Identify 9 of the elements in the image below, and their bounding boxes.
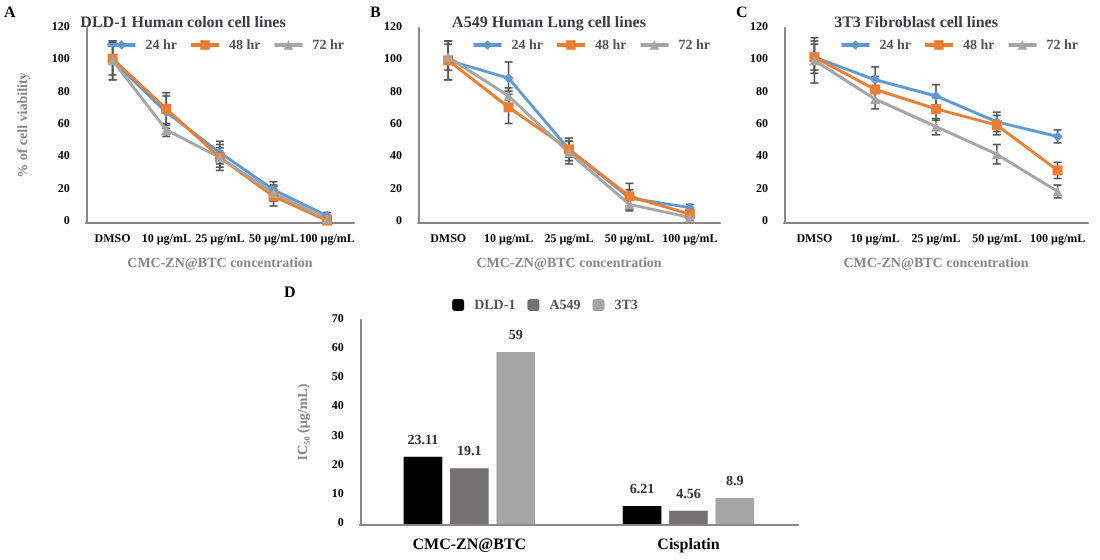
x-tick-label: CMC-ZN@BTC bbox=[412, 535, 527, 553]
text: D bbox=[284, 283, 296, 301]
text: A bbox=[4, 3, 16, 21]
chart-title: 3T3 Fibroblast cell lines bbox=[834, 13, 998, 31]
chart-title: A549 Human Lung cell lines bbox=[452, 13, 646, 31]
x-tick-label: Cisplatin bbox=[657, 535, 721, 553]
chart-title: DLD-1 Human colon cell lines bbox=[80, 13, 286, 31]
text: C bbox=[736, 3, 748, 21]
text: B bbox=[370, 3, 382, 21]
